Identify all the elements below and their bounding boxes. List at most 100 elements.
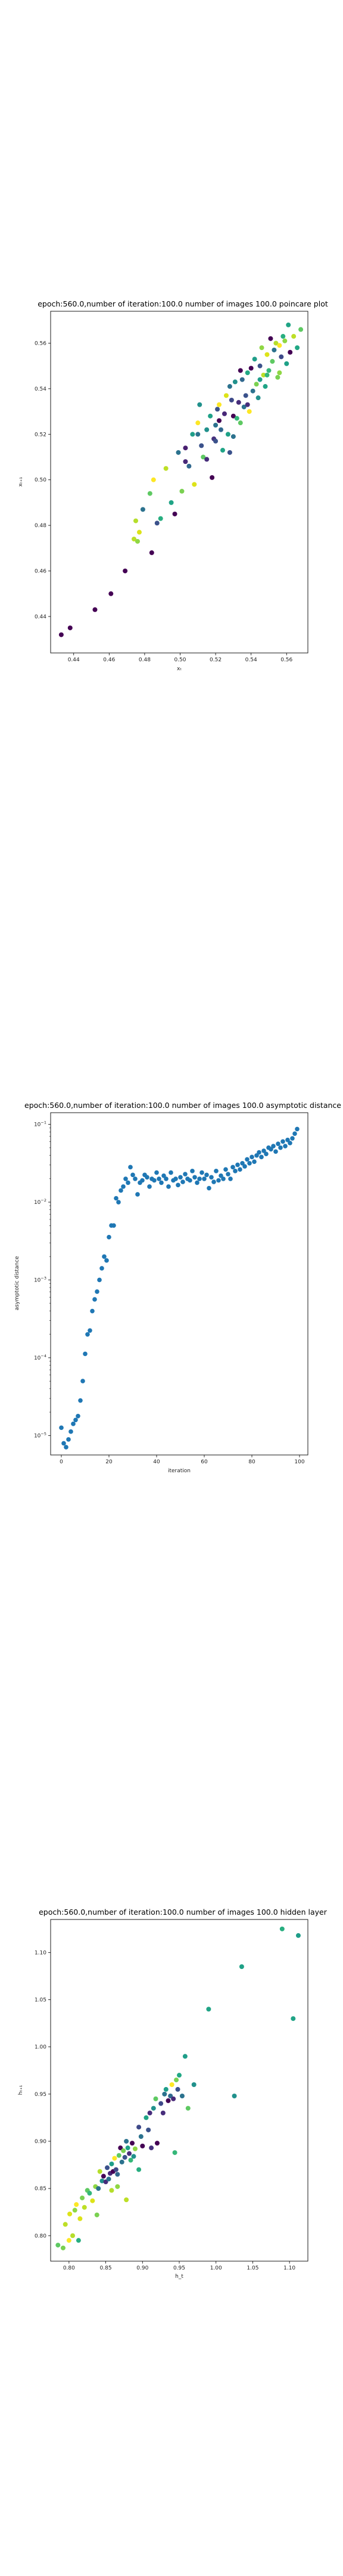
- scatter-point: [235, 1162, 240, 1168]
- scatter-point: [160, 2110, 166, 2116]
- scatter-point: [82, 2205, 87, 2210]
- scatter-point: [273, 340, 279, 346]
- y-tick-label: 10−1: [34, 1120, 46, 1128]
- scatter-point: [111, 1223, 116, 1228]
- scatter-point: [136, 2167, 142, 2172]
- x-tick-label: 60: [201, 1459, 208, 1465]
- scatter-point: [290, 1136, 295, 1141]
- axes-frame: [50, 311, 308, 654]
- scatter-point: [247, 1161, 252, 1166]
- scatter-point: [254, 382, 259, 387]
- scatter-point: [239, 377, 245, 382]
- scatter-point: [217, 418, 222, 423]
- scatter-point: [276, 1141, 280, 1146]
- scatter-point: [135, 1192, 140, 1197]
- scatter-point: [133, 518, 139, 524]
- scatter-point: [158, 516, 163, 521]
- scatter-point: [245, 1157, 250, 1162]
- scatter-point: [130, 1172, 135, 1178]
- scatter-point: [144, 2115, 149, 2120]
- x-tick-label: 0.95: [173, 2265, 185, 2271]
- scatter-point: [125, 2145, 130, 2151]
- scatter-point: [278, 1145, 283, 1150]
- scatter-point: [172, 511, 177, 516]
- scatter-point: [67, 2211, 73, 2216]
- scatter-point: [222, 411, 227, 416]
- scatter-point: [113, 2167, 119, 2172]
- scatter-point: [140, 1178, 145, 1183]
- x-tick-label: 1.00: [210, 2265, 222, 2271]
- scatter-point: [97, 1277, 102, 1283]
- scatter-point: [87, 2191, 92, 2196]
- scatter-point: [270, 359, 275, 364]
- y-tick-label: 0.95: [35, 2092, 46, 2098]
- scatter-point: [210, 475, 215, 480]
- scatter-point: [272, 347, 277, 352]
- scatter-point: [230, 413, 236, 419]
- scatter-point: [95, 1289, 99, 1294]
- scatter-point: [85, 1332, 90, 1337]
- x-axis-label: iteration: [168, 1468, 191, 1474]
- scatter-point: [250, 388, 255, 394]
- scatter-point: [169, 2082, 174, 2087]
- scatter-point: [263, 384, 268, 389]
- asymptotic-distance-plot: epoch:560.0,number of iteration:100.0 nu…: [14, 1101, 341, 1474]
- scatter-point: [255, 395, 261, 401]
- scatter-point: [112, 2156, 117, 2161]
- scatter-point: [147, 1184, 152, 1189]
- y-axis-ticks: 0.80 0.85 0.90 0.95 1.00 1.05 1.10: [35, 1950, 51, 2239]
- scatter-point: [236, 400, 241, 405]
- scatter-point: [147, 491, 152, 496]
- scatter-point: [114, 1196, 119, 1201]
- x-tick-label: 0.46: [103, 657, 115, 663]
- scatter-point: [119, 1188, 123, 1193]
- y-tick-label: 0.52: [35, 432, 46, 438]
- scatter-point: [55, 2243, 61, 2248]
- scatter-point: [136, 2125, 142, 2130]
- scatter-point: [166, 1184, 171, 1189]
- scatter-point: [197, 402, 202, 407]
- scatter-point: [152, 1178, 157, 1183]
- scatter-point: [132, 2146, 138, 2151]
- scatter-point: [166, 2098, 171, 2103]
- scatter-point: [227, 384, 232, 389]
- scatter-point: [83, 1351, 88, 1357]
- scatter-point: [192, 482, 197, 487]
- x-tick-label: 0.85: [100, 2265, 112, 2271]
- scatter-point: [119, 2159, 124, 2165]
- scatter-point: [123, 568, 128, 574]
- scatter-point: [192, 1175, 197, 1180]
- scatter-point: [66, 1437, 71, 1442]
- scatter-point: [121, 2148, 126, 2153]
- scatter-point: [199, 443, 204, 448]
- scatter-point: [126, 1180, 130, 1185]
- y-tick-label: 0.50: [35, 478, 46, 484]
- scatter-point: [204, 1172, 209, 1178]
- scatter-point: [238, 420, 243, 426]
- scatter-point: [279, 1926, 285, 1931]
- scatter-point: [108, 591, 114, 596]
- scatter-point: [257, 1150, 261, 1155]
- scatter-point: [149, 550, 154, 555]
- scatter-point: [164, 1176, 169, 1181]
- x-tick-label: 0.54: [245, 657, 257, 663]
- scatter-point: [183, 1172, 188, 1176]
- x-tick-label: 0.44: [68, 657, 80, 663]
- scatter-point: [240, 1161, 245, 1166]
- scatter-point: [132, 537, 137, 541]
- scatter-point: [197, 1176, 202, 1181]
- scatter-point: [232, 379, 238, 385]
- scatter-point: [163, 466, 169, 471]
- scatter-point: [90, 2198, 95, 2203]
- scatter-point: [124, 2138, 129, 2144]
- y-tick-label: 10−4: [34, 1354, 46, 1361]
- scatter-point: [264, 1151, 269, 1156]
- y-tick-label: 0.48: [35, 523, 46, 529]
- y-tick-label: 0.46: [35, 568, 46, 574]
- x-axis-label: h_t: [175, 2274, 183, 2280]
- scatter-point: [180, 1179, 185, 1184]
- scatter-point: [92, 1297, 97, 1302]
- x-tick-label: 0: [60, 1459, 63, 1465]
- scatter-point: [146, 2127, 151, 2132]
- x-tick-label: 0.48: [139, 657, 151, 663]
